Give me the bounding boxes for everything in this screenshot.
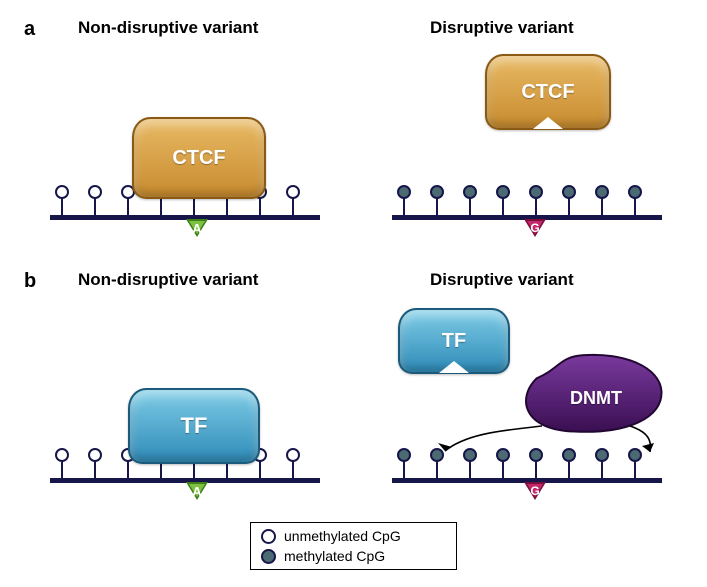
unmethylated-cpg-icon [261, 529, 276, 544]
legend: unmethylated CpG methylated CpG [250, 522, 457, 570]
legend-unmethylated-label: unmethylated CpG [284, 528, 401, 544]
dnmt-protein-label: DNMT [570, 388, 622, 409]
figure: aNon-disruptive variantDisruptive varian… [0, 0, 707, 587]
dnmt-arrow-1 [0, 0, 707, 587]
legend-unmethylated: unmethylated CpG [261, 528, 456, 544]
legend-methylated-label: methylated CpG [284, 548, 385, 564]
variant-triangle-g-label: G [530, 484, 539, 498]
legend-methylated: methylated CpG [261, 548, 456, 564]
methylated-cpg-icon [261, 549, 276, 564]
